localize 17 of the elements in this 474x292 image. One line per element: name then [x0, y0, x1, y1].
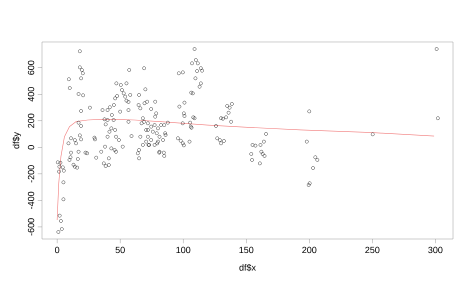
y-tick-label: 0 [28, 145, 34, 150]
y-tick-label: 400 [28, 87, 34, 102]
x-tick-label: 0 [54, 246, 60, 254]
y-axis-title: df$y [12, 132, 22, 149]
y-tick-label: -600 [28, 218, 34, 236]
x-axis-title: df$x [239, 264, 256, 272]
x-tick-label: 300 [428, 246, 442, 254]
y-tick-label: 200 [28, 114, 34, 128]
x-tick-label: 100 [176, 246, 190, 254]
x-tick-label: 150 [239, 246, 254, 254]
y-tick-label: -200 [28, 165, 34, 182]
x-tick-label: 200 [302, 246, 316, 254]
x-tick-label: 50 [116, 246, 125, 254]
y-tick-label: -400 [28, 192, 34, 209]
y-tick-label: 600 [28, 60, 34, 75]
x-tick-label: 250 [365, 246, 380, 254]
line-series [56, 119, 434, 220]
